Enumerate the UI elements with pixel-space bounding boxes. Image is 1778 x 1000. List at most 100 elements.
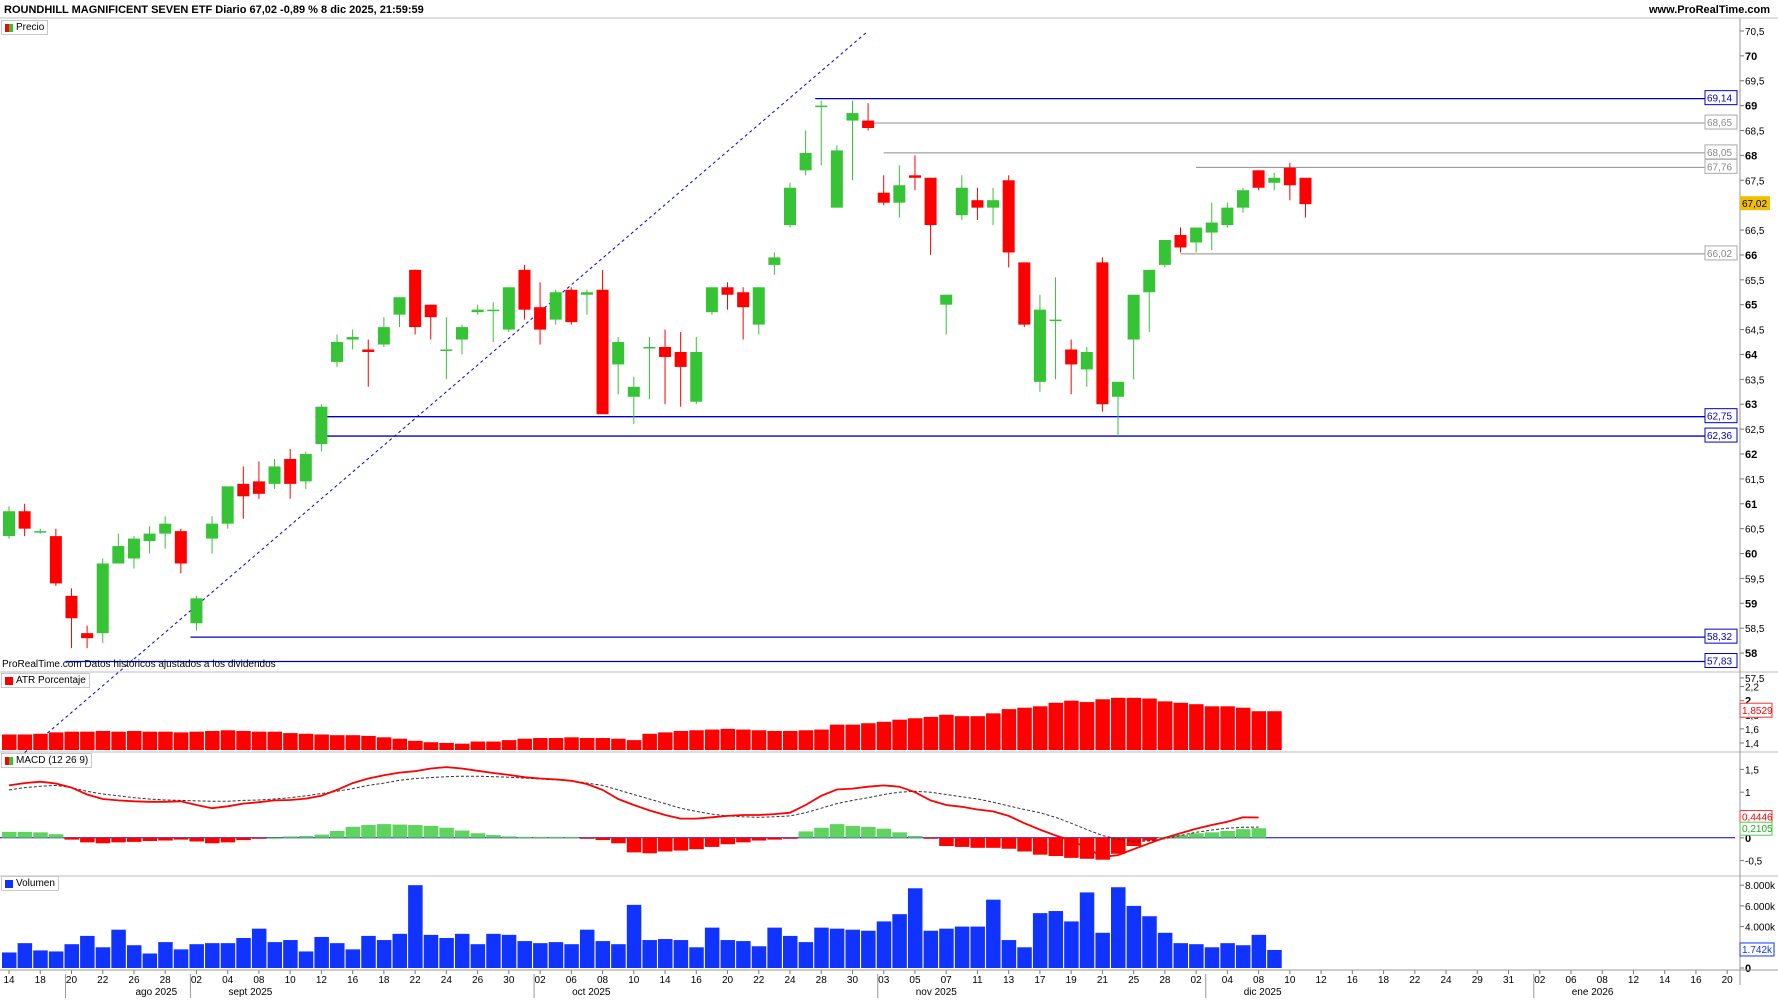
volume-bar — [1142, 916, 1157, 968]
volume-bar — [1017, 947, 1032, 968]
grey-tag-text: 66,02 — [1707, 249, 1732, 260]
atr-bar — [251, 731, 267, 750]
volume-bar — [767, 927, 782, 968]
volume-bar — [1079, 892, 1095, 968]
volume-bar — [423, 934, 439, 968]
candle-body — [346, 337, 359, 340]
volume-bar — [267, 942, 283, 968]
macd-histogram-bar — [142, 837, 158, 841]
atr-tick-label: 2,2 — [1745, 683, 1759, 694]
volume-bar — [986, 899, 1001, 968]
macd-histogram-bar — [205, 837, 220, 844]
date-tick-label: 08 — [253, 975, 265, 986]
price-panel-label[interactable]: Precio — [1, 20, 49, 35]
date-tick-label: 28 — [816, 975, 828, 986]
atr-tick-label: 2 — [1745, 696, 1751, 708]
atr-bar — [1173, 702, 1188, 750]
atr-bar — [173, 732, 189, 750]
candle-body — [862, 120, 875, 129]
volume-bar — [548, 942, 564, 968]
atr-bar — [126, 730, 142, 750]
volume-panel-label[interactable]: Volumen — [1, 876, 59, 891]
level-tag-text: 58,32 — [1707, 632, 1732, 643]
candle-body — [1190, 227, 1203, 243]
price-tick-label: 66,5 — [1745, 226, 1765, 237]
date-tick-label: 20 — [66, 975, 78, 986]
candle-body — [81, 633, 94, 639]
hist-value-text: 0,2105 — [1742, 824, 1773, 835]
volume-bar — [611, 944, 626, 968]
macd-histogram-bar — [720, 837, 736, 845]
volume-bar — [954, 926, 970, 968]
date-tick-label: 22 — [410, 975, 422, 986]
candle-body — [1236, 190, 1249, 208]
level-tag-box — [1704, 653, 1738, 669]
month-label: oct 2025 — [572, 987, 611, 998]
date-tick-label: 17 — [1034, 975, 1046, 986]
volume-bar — [736, 941, 751, 968]
candle-body — [1096, 262, 1109, 405]
candle-body — [815, 105, 828, 108]
candle-body — [612, 342, 625, 365]
volume-bar — [814, 927, 829, 968]
volume-bar — [751, 946, 767, 968]
volume-bar — [798, 942, 814, 968]
date-tick-label: 30 — [503, 975, 515, 986]
macd-histogram-bar — [17, 831, 33, 838]
candle-body — [96, 563, 109, 634]
current-price-box — [1740, 196, 1770, 211]
candle-body — [1174, 235, 1187, 248]
candle-body — [768, 257, 781, 265]
date-tick-label: 20 — [1722, 975, 1734, 986]
date-tick-label: 08 — [1253, 975, 1265, 986]
macd-histogram-bar — [314, 834, 329, 838]
volume-bar — [579, 929, 595, 968]
atr-bar — [267, 731, 283, 750]
volume-bar — [658, 939, 673, 968]
atr-bar — [892, 719, 907, 750]
volume-bar — [845, 929, 860, 968]
atr-panel-label[interactable]: ATR Porcentaje — [1, 673, 90, 688]
atr-bar — [923, 716, 939, 750]
price-tick-label: 61 — [1745, 499, 1757, 511]
volume-bar — [892, 914, 907, 968]
site-link[interactable]: www.ProRealTime.com — [1648, 4, 1770, 16]
atr-bar — [501, 740, 517, 750]
price-tick-label: 60 — [1745, 549, 1757, 561]
price-label-text: Precio — [16, 22, 45, 33]
month-label: ene 2026 — [1572, 987, 1614, 998]
macd-histogram-bar — [173, 837, 189, 840]
price-tick-label: 70 — [1745, 51, 1757, 63]
atr-bar — [673, 730, 689, 750]
price-tick-label: 64 — [1745, 349, 1758, 361]
price-tick-label: 63 — [1745, 399, 1757, 411]
atr-bar — [1267, 711, 1282, 750]
atr-bar — [626, 740, 642, 750]
macd-histogram-bar — [986, 837, 1001, 848]
volume-bar — [126, 945, 142, 968]
macd-histogram-bar — [1048, 837, 1064, 857]
volume-bar — [970, 926, 985, 968]
atr-bar — [939, 714, 954, 750]
macd-panel-label[interactable]: MACD (12 26 9) — [1, 753, 93, 768]
volume-bar — [283, 940, 298, 968]
atr-bar — [517, 738, 532, 750]
macd-histogram-bar — [689, 837, 704, 850]
price-tick-label: 57,5 — [1745, 674, 1765, 685]
atr-bar — [1235, 707, 1251, 750]
macd-histogram-bar — [64, 837, 79, 840]
volume-bar — [1220, 943, 1235, 968]
volume-bar — [939, 928, 954, 968]
atr-bar — [704, 729, 720, 750]
volume-tick-label: 6.000k — [1745, 902, 1776, 913]
date-tick-label: 31 — [1503, 975, 1515, 986]
atr-bar — [1126, 697, 1142, 750]
volume-bar — [673, 940, 689, 968]
macd-histogram-bar — [1235, 829, 1251, 838]
volume-value-text: 1.742k — [1742, 945, 1773, 956]
macd-histogram-bar — [783, 837, 798, 839]
candle-body — [549, 292, 562, 320]
date-tick-label: 02 — [191, 975, 203, 986]
volume-bar — [111, 929, 126, 968]
atr-bar — [80, 731, 95, 750]
